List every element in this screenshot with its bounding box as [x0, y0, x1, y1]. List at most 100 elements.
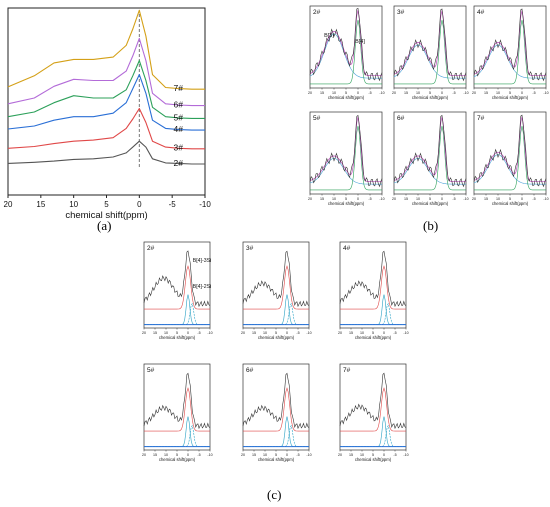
x-tick-label: -10 [306, 453, 311, 457]
x-tick-label: 20 [241, 453, 245, 457]
x-tick-label: 10 [164, 453, 168, 457]
subplot-label: 7# [477, 115, 485, 122]
x-tick-label: 0 [187, 453, 189, 457]
x-tick-label: -10 [463, 197, 468, 201]
x-tick-label: 5 [429, 197, 431, 201]
x-tick-label: 20 [241, 331, 245, 335]
subplot-label: 5# [147, 367, 155, 374]
measured-spectrum [242, 250, 310, 308]
subplot-frame [339, 241, 407, 329]
x-tick-label: 0 [441, 197, 443, 201]
x-tick-label: 20 [472, 91, 476, 95]
x-tick-label: -10 [403, 331, 408, 335]
x-tick-label: 15 [252, 331, 256, 335]
x-axis-label: chemical shift(ppm) [159, 335, 196, 340]
measured-spectrum [473, 8, 547, 82]
x-tick-label: 5 [509, 91, 511, 95]
x-tick-label: 10 [416, 91, 420, 95]
x-tick-label: 10 [496, 91, 500, 95]
x-tick-label: 15 [153, 453, 157, 457]
x-tick-label: 20 [338, 453, 342, 457]
subplot-frame [339, 363, 407, 451]
x-tick-label: 10 [360, 331, 364, 335]
x-axis-label: chemical shift(ppm) [159, 457, 196, 462]
component-b4-3si [340, 294, 406, 325]
x-tick-label: -5 [197, 453, 200, 457]
series-line-4# [7, 74, 205, 131]
series-label-6#: 6# [173, 99, 183, 109]
x-tick-label: -10 [306, 331, 311, 335]
x-tick-label: 15 [404, 197, 408, 201]
fit-curve [473, 10, 546, 77]
component-b4-3si [243, 294, 309, 325]
measured-spectrum [309, 114, 383, 188]
measured-spectrum [242, 372, 310, 430]
component-b4-2si [340, 425, 406, 447]
fit-curve [393, 116, 466, 183]
x-tick-label: 15 [404, 91, 408, 95]
fit-curve [144, 265, 210, 310]
component-narrow [310, 19, 382, 85]
x-axis-label: chemical shift(ppm) [492, 201, 529, 206]
component-b4-3si [243, 416, 309, 447]
x-axis-label: chemical shift(ppm) [258, 457, 295, 462]
x-tick-label: 0 [286, 453, 288, 457]
x-tick-label: -5 [452, 91, 455, 95]
x-tick-label: 20 [308, 91, 312, 95]
x-tick-label: 5 [275, 331, 277, 335]
subplot-label: 7# [343, 367, 351, 374]
x-tick-label: 0 [137, 200, 142, 209]
x-tick-label: 0 [286, 331, 288, 335]
x-tick-label: 15 [36, 200, 45, 209]
x-tick-label: 10 [263, 331, 267, 335]
measured-spectrum [339, 250, 407, 308]
annotation-b4-2si: B[4]-2Si [193, 284, 211, 290]
x-tick-label: -5 [368, 197, 371, 201]
x-tick-label: -10 [463, 91, 468, 95]
x-tick-label: 5 [372, 331, 374, 335]
panel-b-label: (b) [423, 218, 439, 233]
x-tick-label: -10 [199, 200, 211, 209]
x-tick-label: 10 [496, 197, 500, 201]
component-b4-2si [144, 425, 210, 447]
fit-curve [309, 116, 382, 183]
x-axis-label: chemical shift(ppm) [328, 201, 365, 206]
x-tick-label: 5 [429, 91, 431, 95]
x-tick-label: 15 [484, 91, 488, 95]
x-axis-label: chemical shift(ppm) [412, 95, 449, 100]
x-tick-label: 15 [252, 453, 256, 457]
subplot-label: 2# [147, 245, 155, 252]
x-tick-label: 20 [4, 200, 13, 209]
subplot-frame [242, 241, 310, 329]
fit-curve [473, 116, 546, 183]
annotation-b4: B[4] [355, 39, 365, 45]
panel-b-chart: 20 15 10 5 0 -5 -10 chemical shift(ppm) 2# B[3] B[… [308, 5, 549, 206]
subplot-frame [242, 363, 310, 451]
x-tick-label: 15 [320, 91, 324, 95]
subplot-label: 6# [246, 367, 254, 374]
x-axis-label: chemical shift(ppm) [412, 201, 449, 206]
fit-curve [144, 387, 210, 432]
x-tick-label: 20 [392, 197, 396, 201]
x-tick-label: 10 [164, 331, 168, 335]
x-tick-label: -10 [543, 91, 548, 95]
x-tick-label: 10 [263, 453, 267, 457]
x-tick-label: -10 [543, 197, 548, 201]
fit-curve [340, 387, 406, 432]
subplot-label: 2# [313, 9, 321, 16]
x-tick-label: -10 [403, 453, 408, 457]
x-tick-label: 15 [320, 197, 324, 201]
x-tick-label: -5 [532, 197, 535, 201]
fit-curve [243, 265, 309, 310]
panel-a-label: (a) [97, 218, 112, 233]
measured-spectrum [393, 8, 467, 82]
series-line-5# [7, 60, 205, 119]
series-label-2#: 2# [173, 158, 183, 168]
panel-a-chart: 7# 6# 5# 4# 3# 2# 20 15 10 5 0 -5 -10 chemical shift(… [4, 7, 211, 221]
series-label-7#: 7# [173, 83, 183, 93]
component-b4-2si [340, 303, 406, 325]
series-line-2# [7, 140, 205, 165]
component-narrow [310, 125, 382, 191]
subplot-label: 4# [343, 245, 351, 252]
x-tick-label: 10 [360, 453, 364, 457]
